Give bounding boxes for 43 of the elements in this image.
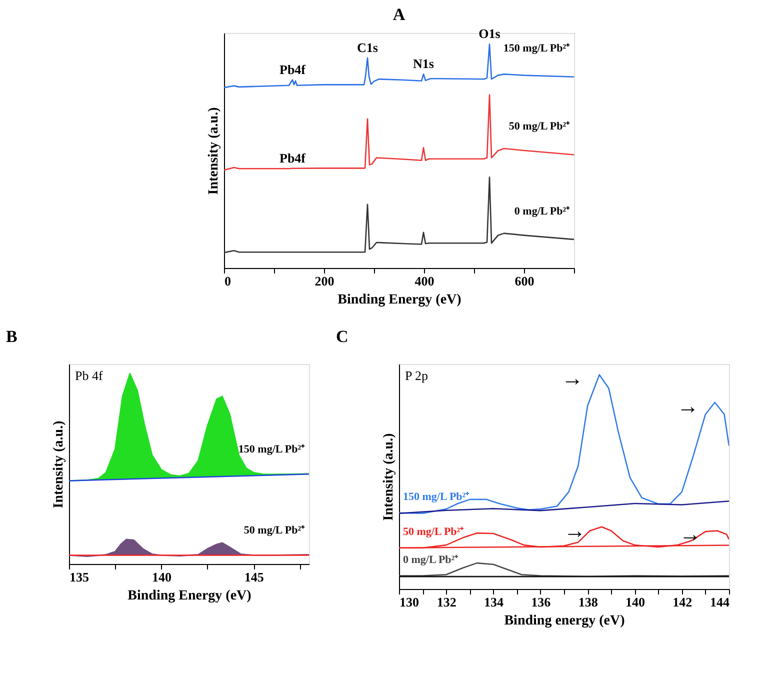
x-tick-label: 132 bbox=[436, 594, 456, 610]
x-axis-title: Binding Energy (eV) bbox=[128, 588, 252, 604]
annotation: Pb4f bbox=[280, 62, 306, 77]
x-tick-label: 134 bbox=[484, 594, 504, 610]
x-tick-label: 138 bbox=[578, 594, 598, 610]
chart-title: A bbox=[392, 5, 406, 24]
y-axis-title: Intensity (a.u.) bbox=[52, 420, 66, 508]
x-tick-label: 135 bbox=[70, 570, 90, 584]
annotation: Pb 4f bbox=[75, 368, 104, 383]
chart-title: C bbox=[336, 327, 348, 346]
annotation: → bbox=[561, 366, 584, 391]
x-tick-label: 140 bbox=[152, 570, 172, 584]
x-tick-label: 0 bbox=[224, 274, 231, 288]
x-tick-label: 142 bbox=[672, 594, 692, 610]
annotation: → bbox=[564, 518, 586, 543]
annotation: C1s bbox=[357, 40, 378, 55]
x-tick-label: 600 bbox=[514, 274, 534, 288]
annotation: → bbox=[676, 393, 699, 418]
series-label: 50 mg/L Pb²⁺ bbox=[403, 526, 464, 538]
series-label: 150 mg/L Pb²⁺ bbox=[403, 491, 470, 504]
series-label: 50 mg/L Pb²⁺ bbox=[244, 524, 305, 537]
y-axis-title: Intensity (a.u.) bbox=[382, 432, 396, 521]
annotation: O1s bbox=[478, 26, 500, 42]
x-tick-label: 140 bbox=[625, 594, 645, 610]
series-label: 0 mg/L Pb²⁺ bbox=[403, 554, 459, 566]
x-tick-label: 136 bbox=[531, 594, 552, 610]
x-tick-label: 400 bbox=[414, 274, 434, 288]
annotation: P 2p bbox=[405, 368, 428, 383]
x-tick-label: 144 bbox=[710, 594, 730, 610]
x-tick-label: 200 bbox=[314, 274, 334, 288]
annotation: N1s bbox=[413, 56, 434, 72]
y-axis-title: Intensity (a.u.) bbox=[206, 106, 222, 195]
x-axis-title: Binding Energy (eV) bbox=[338, 292, 462, 308]
series-label: 50 mg/L Pb²⁺ bbox=[508, 120, 570, 133]
chart-title: B bbox=[6, 327, 18, 346]
x-axis-title: Binding energy (eV) bbox=[504, 614, 626, 628]
annotation: Pb4f bbox=[280, 150, 306, 166]
series-label: 150 mg/L Pb²⁺ bbox=[238, 444, 305, 456]
x-tick-label: 130 bbox=[400, 594, 419, 610]
annotation: → bbox=[679, 522, 702, 547]
x-tick-label: 145 bbox=[244, 570, 264, 584]
series-label: 150 mg/L Pb²⁺ bbox=[503, 42, 570, 55]
series-label: 0 mg/L Pb²⁺ bbox=[514, 205, 570, 218]
